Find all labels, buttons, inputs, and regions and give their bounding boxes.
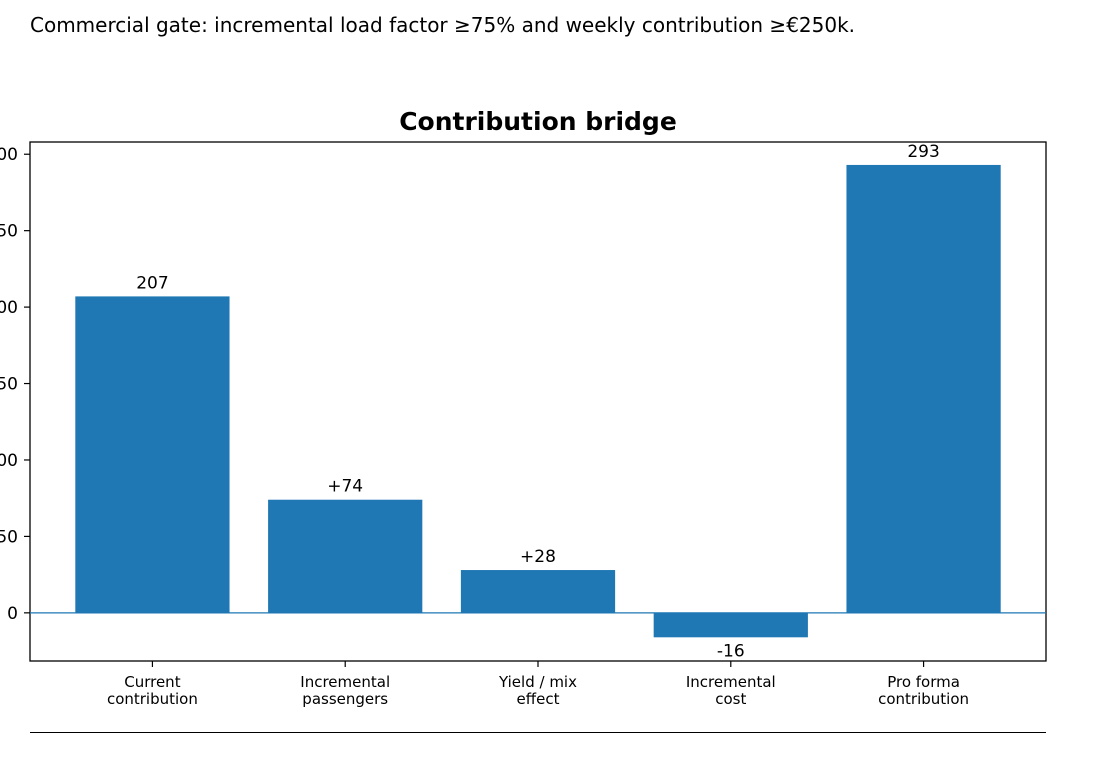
commercial-gate-note: Commercial gate: incremental load factor…	[30, 13, 856, 37]
y-axis: 0 50 100 150 200 250 300	[0, 145, 30, 624]
y-tick-label: 150	[0, 375, 18, 395]
contribution-bridge-chart: Contribution bridge 0 50 100 150 200 250 300 2…	[0, 107, 1047, 708]
x-tick-label: cost	[715, 690, 746, 708]
y-tick-label: 300	[0, 145, 18, 165]
bar	[268, 499, 423, 613]
bar-value-label: -16	[717, 641, 745, 661]
x-tick-label: Incremental	[686, 673, 776, 691]
footer-rule	[30, 732, 1046, 733]
y-tick-label: 250	[0, 222, 18, 242]
data-labels: 207 +74 +28 -16 293	[136, 142, 940, 661]
bar	[653, 612, 808, 638]
x-tick-label: passengers	[302, 690, 388, 708]
chart-title: Contribution bridge	[399, 107, 677, 136]
bar	[846, 164, 1001, 613]
x-tick-label: effect	[517, 690, 560, 708]
x-tick-label: Pro forma	[887, 673, 960, 691]
y-tick-label: 200	[0, 298, 18, 318]
x-tick-label: Incremental	[300, 673, 390, 691]
bar-series	[30, 164, 1046, 638]
bar	[75, 296, 230, 613]
x-tick-label: contribution	[878, 690, 969, 708]
bar-value-label: +74	[327, 477, 363, 497]
y-tick-label: 100	[0, 451, 18, 471]
y-tick-label: 0	[7, 604, 18, 624]
x-tick-label: Current	[124, 673, 180, 691]
x-tick-label: contribution	[107, 690, 198, 708]
y-tick-label: 50	[0, 527, 18, 547]
bar-value-label: 207	[136, 273, 168, 293]
x-tick-label: Yield / mix	[498, 673, 577, 691]
x-axis: CurrentcontributionIncrementalpassengers…	[107, 661, 969, 708]
bar-value-label: +28	[520, 547, 556, 567]
bar	[460, 570, 616, 613]
bar-value-label: 293	[907, 142, 939, 162]
